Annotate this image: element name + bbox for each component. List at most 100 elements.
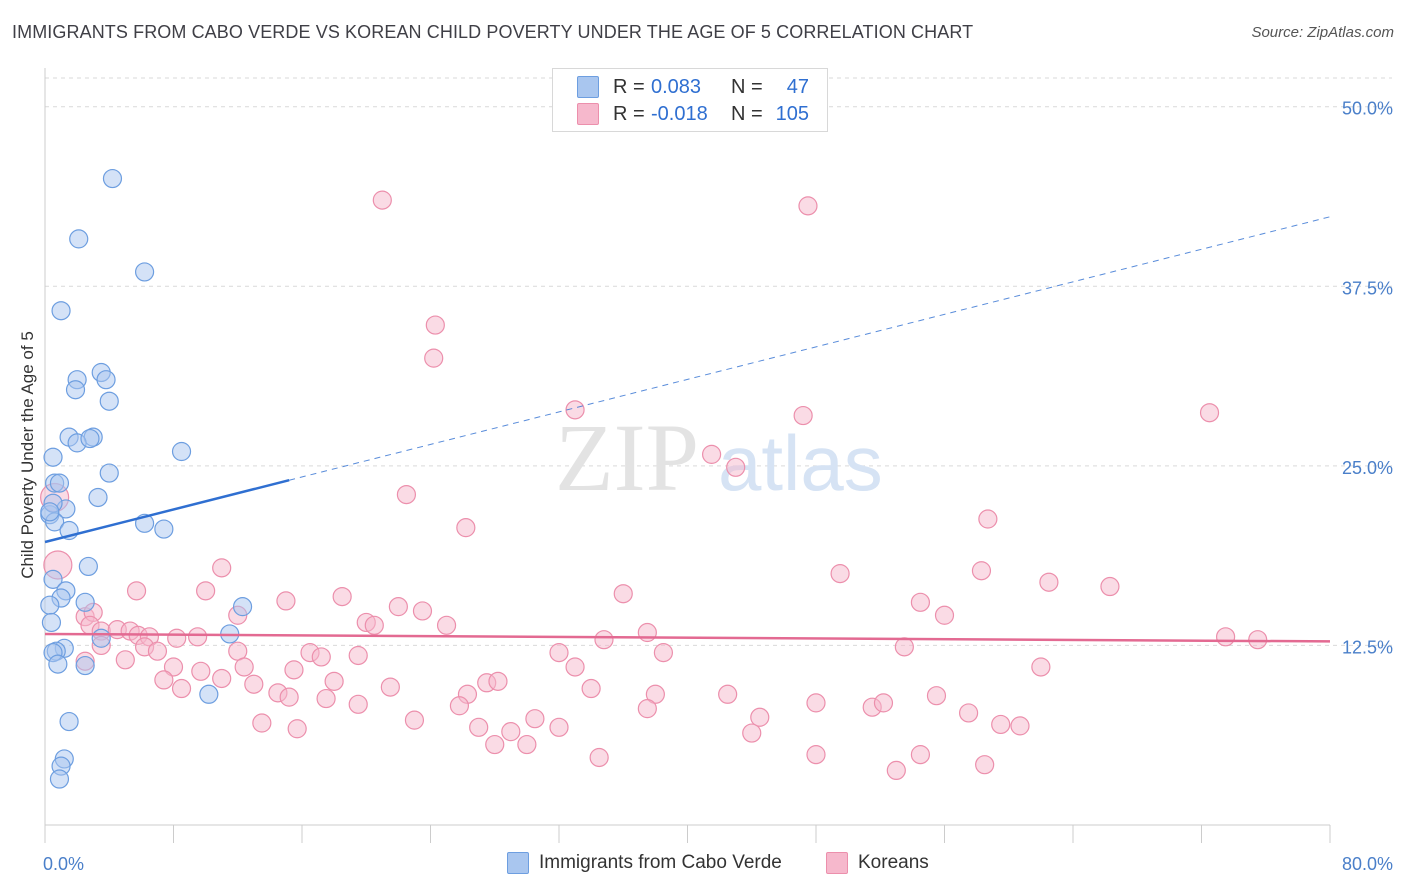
cabo-verde-point — [48, 654, 68, 674]
korean-point — [793, 405, 813, 426]
cabo-verde-point — [75, 592, 95, 612]
bottom-legend-label-koreans: Koreans — [858, 852, 929, 873]
korean-point — [276, 591, 296, 611]
korean-point — [287, 719, 307, 739]
stats-legend: R = 0.083 N = 47 R = -0.018 N = 105 — [552, 68, 828, 132]
korean-point — [565, 657, 585, 677]
y-tick-label: 37.5% — [1342, 278, 1393, 298]
cabo-verde-point — [75, 655, 95, 676]
korean-point — [147, 641, 168, 661]
korean-point — [126, 581, 147, 601]
korean-point — [910, 745, 931, 765]
korean-point — [975, 755, 995, 775]
korean-point — [653, 643, 674, 663]
korean-point — [212, 668, 232, 689]
korean-point — [798, 196, 818, 216]
korean-point — [425, 315, 445, 335]
korean-point — [449, 696, 470, 716]
korean-point — [718, 684, 738, 704]
korean-point — [485, 734, 505, 755]
korean-point — [565, 400, 585, 420]
y-tick-label: 12.5% — [1342, 637, 1393, 657]
cabo-verde-points — [40, 168, 253, 789]
korean-point — [1199, 403, 1220, 423]
watermark: ZIP atlas — [555, 404, 883, 511]
korean-point — [1100, 576, 1120, 597]
korean-point — [436, 615, 457, 635]
korean-point — [404, 710, 425, 730]
korean-point — [154, 670, 174, 690]
korean-point — [971, 561, 992, 581]
bottom-legend-koreans: Koreans — [826, 852, 929, 874]
korean-point — [284, 660, 304, 680]
bottom-legend-swatch-pink — [826, 852, 848, 874]
cabo-verde-point — [80, 428, 100, 449]
watermark-atlas: atlas — [718, 419, 883, 507]
korean-point — [244, 674, 264, 694]
cabo-verde-point — [171, 441, 192, 462]
korean-point — [163, 657, 184, 677]
korean-point — [991, 714, 1011, 735]
korean-point — [934, 605, 955, 625]
cabo-verde-point — [49, 473, 70, 493]
korean-point — [726, 457, 746, 477]
y-tick-label: 50.0% — [1342, 99, 1393, 119]
cabo-verde-point — [99, 463, 119, 483]
korean-point — [388, 597, 408, 617]
korean-point — [637, 699, 657, 719]
korean-point — [412, 601, 433, 621]
cabo-verde-point — [134, 262, 155, 282]
korean-point — [886, 760, 906, 781]
korean-point — [613, 584, 633, 604]
legend-row-cabo-verde: R = 0.083 N = 47 — [577, 75, 809, 99]
korean-point — [1248, 630, 1268, 650]
korean-point — [701, 444, 722, 464]
korean-point — [549, 643, 569, 663]
bottom-legend-swatch-blue — [507, 852, 529, 874]
korean-point — [311, 647, 331, 667]
cabo-verde-point — [40, 595, 60, 615]
korean-point — [396, 484, 417, 505]
korean-point — [1031, 657, 1051, 677]
korean-point — [348, 694, 368, 714]
axes — [44, 68, 1331, 843]
gridlines — [45, 77, 1392, 646]
korean-point — [456, 518, 476, 538]
korean-point — [501, 722, 521, 742]
korean-point — [589, 747, 609, 768]
korean-point — [926, 686, 947, 706]
korean-point — [380, 677, 400, 697]
legend-r-label: R = — [613, 102, 645, 125]
legend-n-value: 105 — [775, 102, 809, 125]
korean-point — [517, 734, 537, 755]
korean-point — [910, 592, 931, 612]
korean-point — [348, 645, 368, 666]
korean-point — [750, 707, 770, 727]
y-axis-label: Child Poverty Under the Age of 5 — [18, 331, 37, 579]
cabo-verde-point — [49, 769, 70, 789]
korean-point — [1039, 572, 1059, 592]
korean-point — [191, 661, 211, 681]
watermark-zip: ZIP — [555, 404, 699, 511]
korean-point — [581, 678, 601, 699]
tick-labels: 12.5% 25.0% 37.5% 50.0% 0.0% 80.0% — [43, 99, 1393, 874]
bottom-legend-cabo-verde: Immigrants from Cabo Verde — [507, 852, 782, 874]
korean-point — [212, 558, 232, 578]
cabo-verde-point — [59, 711, 79, 732]
cabo-verde-point — [78, 556, 98, 577]
korean-point — [645, 684, 665, 704]
korean-point — [594, 630, 614, 650]
korean-point — [830, 564, 850, 584]
legend-r-value: -0.018 — [651, 102, 708, 125]
legend-n-label: N = — [731, 102, 763, 125]
trend-lines — [44, 216, 1331, 643]
legend-n-label: N = — [731, 75, 763, 98]
korean-point — [873, 693, 894, 713]
cabo-verde-point — [154, 519, 174, 539]
korean-point — [167, 628, 187, 648]
cabo-verde-point — [96, 370, 116, 390]
legend-r-value: 0.083 — [651, 75, 702, 98]
korean-point — [978, 509, 998, 529]
x-tick-label: 0.0% — [43, 854, 84, 874]
